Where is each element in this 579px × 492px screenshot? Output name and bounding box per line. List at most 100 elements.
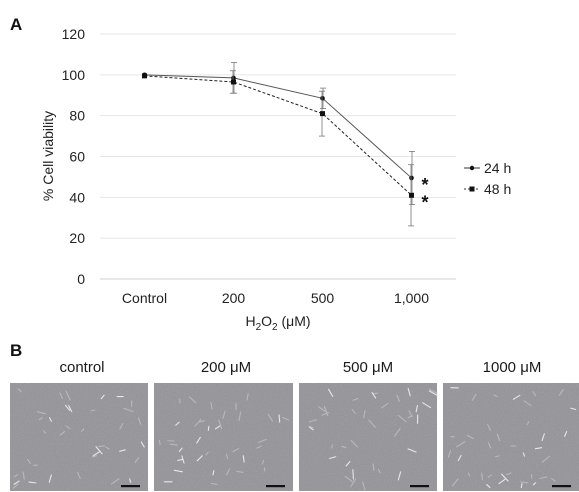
cell-2-11 [350, 478, 357, 488]
cell-3-28 [481, 472, 484, 481]
cell-0-31 [38, 417, 43, 421]
cell-2-31 [428, 388, 438, 394]
cell-3-37 [496, 433, 501, 442]
cell-2-32 [398, 414, 407, 423]
cell-2-33 [352, 469, 354, 480]
x-tick-label-1: 200 [222, 290, 246, 306]
cell-0-16 [91, 455, 98, 458]
cell-1-33 [181, 455, 185, 464]
cell-3-1 [558, 388, 564, 396]
cell-3-30 [512, 394, 521, 400]
y-tick-label-5: 100 [62, 67, 86, 83]
cell-3-6 [457, 454, 462, 462]
cell-1-36 [207, 425, 210, 431]
cell-2-23 [321, 412, 330, 416]
cell-0-15 [48, 417, 53, 422]
cell-3-25 [523, 400, 532, 407]
y-tick-labels: 0 20 40 60 80 100 120 [62, 26, 86, 287]
point-1-3 [409, 192, 414, 198]
cell-3-18 [532, 482, 537, 486]
y-tick-label-3: 60 [69, 149, 85, 165]
cell-2-7 [308, 419, 318, 423]
cell-2-16 [361, 481, 366, 491]
cell-2-22 [407, 415, 413, 419]
gridlines [100, 33, 456, 239]
cell-1-20 [281, 416, 290, 421]
cell-0-4 [26, 458, 32, 464]
cell-2-30 [407, 387, 411, 397]
cell-3-20 [466, 434, 474, 440]
cell-2-5 [318, 406, 327, 413]
cell-0-32 [17, 388, 22, 393]
cell-3-23 [539, 476, 548, 480]
x-axis-label: H2O2 (μM) [245, 313, 310, 333]
y-axis-label: % Cell viability [40, 111, 56, 201]
cell-0-2 [90, 409, 96, 412]
cell-2-29 [350, 439, 359, 448]
cell-3-8 [526, 421, 530, 426]
cell-0-33 [140, 441, 145, 448]
x-axis-label-sub-2: 2 [272, 322, 278, 333]
x-tick-labels: Control 200 500 1,000 [122, 290, 429, 306]
cell-2-1 [372, 392, 379, 395]
cell-1-24 [196, 455, 203, 462]
series-1 [142, 70, 414, 227]
y-tick-label-2: 40 [69, 189, 85, 205]
micrograph-label-0: control [59, 359, 104, 376]
micrograph-texture-2 [299, 383, 437, 491]
cell-1-19 [238, 411, 242, 422]
cell-0-21 [92, 451, 100, 457]
cell-3-9 [486, 483, 491, 489]
legend-label-1: 48 h [484, 181, 511, 197]
cell-1-27 [196, 436, 201, 444]
cell-0-6 [68, 405, 73, 413]
x-axis-label-h: H [245, 313, 255, 329]
cell-2-0 [345, 461, 351, 467]
cell-1-1 [188, 396, 197, 404]
significance-mark-1: * [422, 192, 429, 212]
cell-1-22 [158, 439, 161, 446]
cell-1-11 [210, 401, 213, 410]
point-0-1 [231, 75, 236, 81]
cell-0-35 [22, 471, 25, 480]
cell-3-24 [501, 473, 509, 482]
cell-0-8 [65, 390, 71, 401]
cell-2-18 [407, 448, 417, 453]
cell-3-32 [451, 478, 459, 487]
panel-b-letter: B [10, 341, 22, 360]
cell-2-3 [428, 390, 439, 397]
cell-2-4 [377, 468, 381, 474]
cell-0-27 [28, 481, 37, 484]
cell-1-37 [246, 393, 249, 401]
cell-0-26 [36, 411, 46, 415]
cell-3-33 [520, 483, 523, 489]
y-tick-label-6: 120 [62, 26, 86, 42]
cell-1-32 [205, 451, 209, 456]
scale-bar-3 [552, 485, 571, 488]
cell-2-21 [328, 388, 334, 397]
cell-0-12 [100, 394, 105, 400]
significance-marks: ** [422, 175, 429, 212]
cell-3-35 [471, 393, 477, 401]
cell-2-28 [341, 445, 347, 449]
x-tick-label-0: Control [122, 290, 167, 306]
cell-0-11 [65, 425, 71, 429]
cell-3-4 [487, 424, 492, 431]
cell-3-21 [570, 407, 577, 411]
cell-2-17 [381, 402, 389, 409]
cell-2-20 [309, 425, 314, 429]
micrograph-texture-3 [443, 383, 579, 491]
cell-3-36 [498, 478, 506, 485]
cell-2-6 [415, 404, 418, 413]
cell-2-14 [344, 475, 353, 483]
legend-label-0: 24 h [484, 160, 511, 176]
cell-1-21 [212, 470, 215, 476]
micrograph-texture-0 [10, 383, 148, 491]
micrograph-label-1: 200 μM [201, 359, 251, 376]
cell-2-15 [308, 426, 314, 431]
cell-1-0 [173, 469, 183, 473]
scale-bar-1 [266, 485, 285, 488]
point-1-0 [142, 73, 147, 79]
cell-1-23 [232, 447, 240, 453]
legend-marker-1 [469, 186, 475, 192]
